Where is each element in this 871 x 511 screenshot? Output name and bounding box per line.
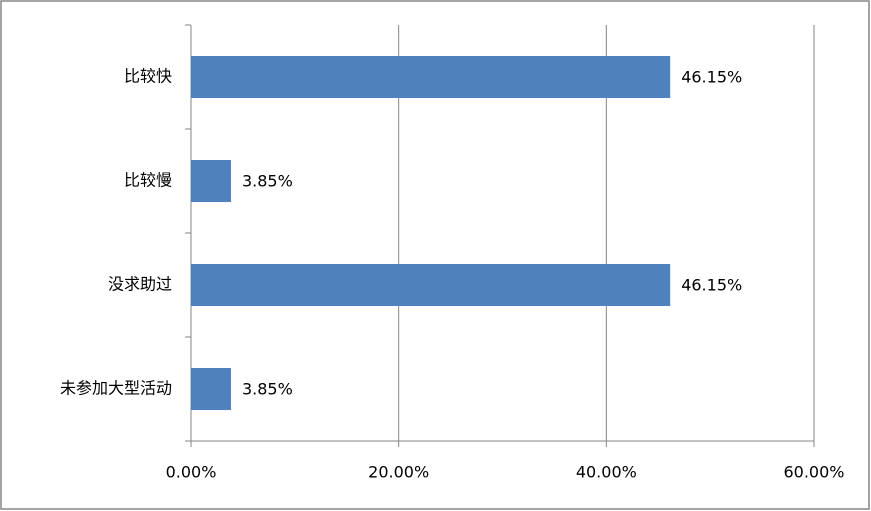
y-tick-label: 未参加大型活动 <box>60 379 172 398</box>
data-label: 3.85% <box>242 380 293 399</box>
y-tick-label: 没求助过 <box>108 275 172 294</box>
data-label: 46.15% <box>681 276 742 295</box>
bar <box>191 264 671 306</box>
bar <box>191 160 231 202</box>
bar <box>191 56 671 98</box>
x-tick-label: 40.00% <box>576 463 637 482</box>
x-tick-label: 20.00% <box>368 463 429 482</box>
data-label: 46.15% <box>681 68 742 87</box>
x-tick-label: 60.00% <box>783 463 844 482</box>
x-tick-label: 0.00% <box>166 463 217 482</box>
data-label: 3.85% <box>242 172 293 191</box>
bar <box>191 368 231 410</box>
y-tick-label: 比较快 <box>124 67 172 86</box>
y-tick-label: 比较慢 <box>124 171 172 190</box>
